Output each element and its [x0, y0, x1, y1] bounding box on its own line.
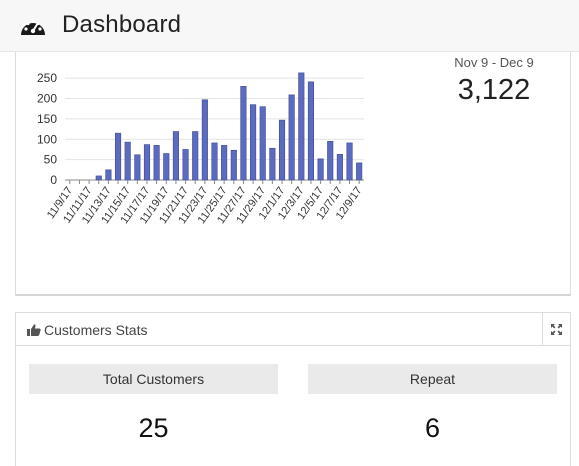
- bar-chart: 05010015020025011/9/1711/11/1711/13/1711…: [37, 71, 365, 226]
- bar: [105, 169, 112, 181]
- bar: [307, 81, 315, 181]
- bar: [346, 142, 353, 181]
- bar: [288, 94, 295, 181]
- bar: [336, 154, 343, 181]
- expand-button[interactable]: [542, 313, 570, 346]
- date-range-label: Nov 9 - Dec 9: [454, 55, 534, 70]
- repeat-label: Repeat: [308, 364, 557, 394]
- customers-stats-panel: Customers Stats Total Customers Repeat 2…: [15, 312, 571, 466]
- y-tick-label: 100: [37, 132, 57, 146]
- bar: [182, 149, 189, 181]
- panel-header: Customers Stats: [16, 313, 570, 346]
- y-tick-label: 0: [50, 173, 57, 187]
- total-customers-label: Total Customers: [29, 364, 278, 394]
- bar: [134, 154, 141, 181]
- bar: [317, 158, 324, 181]
- bar: [327, 141, 334, 181]
- dashboard-gauge-icon: [21, 19, 45, 35]
- bar: [221, 145, 228, 181]
- bar: [114, 132, 122, 181]
- y-tick-label: 50: [44, 153, 58, 167]
- bar: [95, 175, 102, 181]
- total-value: 3,122: [457, 74, 531, 106]
- thumbs-up-icon: [27, 324, 41, 336]
- expand-icon: [551, 324, 562, 335]
- bar: [211, 142, 218, 181]
- bar: [240, 86, 247, 181]
- bar: [163, 153, 170, 181]
- repeat-value: 6: [424, 413, 441, 443]
- page-header: Dashboard: [0, 0, 579, 52]
- bar: [143, 144, 151, 181]
- bar: [124, 141, 131, 181]
- bar: [356, 162, 363, 181]
- bar: [269, 147, 276, 181]
- bar: [230, 149, 237, 181]
- bar: [259, 106, 266, 181]
- bar: [172, 131, 179, 181]
- bar: [250, 104, 257, 181]
- sales-chart-panel: 0 50 100 150 200 250 11/9/17 11/11/17 11/13/17 11…: [15, 52, 571, 296]
- bar: [201, 99, 208, 181]
- bar: [192, 131, 199, 181]
- y-tick-label: 250: [37, 71, 57, 85]
- bar: [153, 145, 160, 181]
- page-title: Dashboard: [62, 11, 182, 38]
- y-tick-label: 150: [37, 112, 57, 126]
- y-tick-label: 200: [37, 92, 57, 106]
- bar: [298, 72, 305, 181]
- bar: [278, 119, 286, 181]
- panel-title: Customers Stats: [44, 322, 148, 338]
- total-customers-value: 25: [138, 413, 169, 443]
